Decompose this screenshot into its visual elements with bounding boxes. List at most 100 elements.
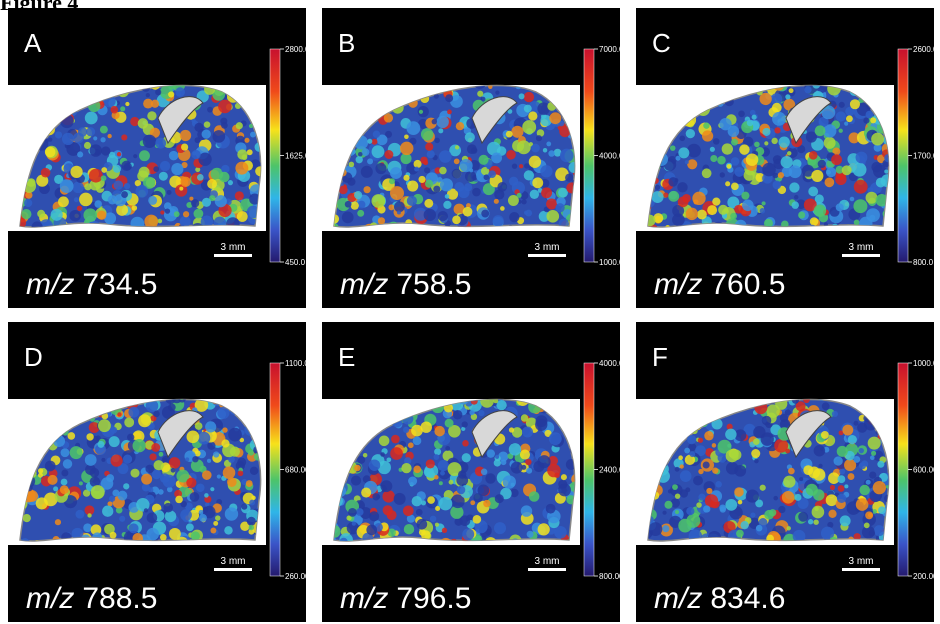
- heat-spot: [79, 192, 93, 207]
- colorbar-label: 1625.0: [285, 152, 310, 161]
- heat-spot: [401, 462, 412, 474]
- heat-spot: [540, 115, 552, 127]
- heat-spot: [749, 109, 756, 116]
- heat-spot: [170, 467, 176, 473]
- heat-spot: [719, 504, 727, 512]
- heat-spot: [679, 464, 684, 469]
- heat-spot: [429, 515, 437, 523]
- heat-spot: [677, 182, 688, 193]
- heat-spot: [168, 403, 176, 412]
- heat-spot: [415, 508, 423, 516]
- heat-spot: [235, 122, 243, 130]
- heat-spot: [520, 505, 533, 517]
- heat-spot: [35, 497, 48, 510]
- heat-spot: [60, 478, 68, 486]
- heat-spot: [440, 470, 445, 476]
- heat-spot: [493, 522, 507, 535]
- heat-spot: [816, 85, 828, 93]
- heat-spot: [151, 469, 162, 480]
- heat-spot: [872, 481, 887, 495]
- heat-spot: [215, 515, 221, 521]
- heat-spot: [875, 194, 889, 207]
- heat-spot: [255, 166, 261, 177]
- heat-spot: [455, 121, 465, 131]
- heat-spot: [651, 191, 664, 204]
- heat-spot: [477, 484, 490, 497]
- heat-spot: [168, 457, 181, 469]
- heat-spot: [648, 522, 663, 536]
- heat-spot: [871, 161, 882, 173]
- heat-spot: [132, 439, 146, 453]
- heat-spot: [246, 149, 253, 156]
- heat-spot: [764, 141, 769, 146]
- heat-spot: [145, 93, 150, 98]
- heat-spot: [180, 509, 192, 521]
- heat-spot: [158, 451, 164, 457]
- heat-spot: [98, 419, 111, 433]
- heat-spot: [189, 196, 194, 201]
- heat-spot: [210, 487, 215, 492]
- heat-spot: [384, 150, 394, 159]
- heat-spot: [434, 167, 442, 174]
- heat-spot: [755, 499, 764, 508]
- heat-spot: [472, 514, 482, 524]
- heat-spot: [37, 468, 44, 474]
- heat-spot: [77, 127, 88, 137]
- panel: Fm/z 834.6 3 mm 1000.0 600.00 200.00: [636, 322, 934, 622]
- heat-spot: [828, 472, 840, 485]
- heat-spot: [191, 149, 201, 160]
- scale-bar: [842, 568, 880, 571]
- heat-spot: [803, 198, 817, 212]
- heat-spot: [679, 489, 689, 498]
- heat-spot: [675, 155, 681, 161]
- heat-spot: [703, 122, 710, 129]
- heat-spot: [425, 459, 435, 469]
- heat-spot: [127, 433, 135, 441]
- heat-spot: [194, 399, 209, 412]
- heat-spot: [115, 506, 123, 514]
- heat-spot: [375, 163, 387, 175]
- heat-spot: [346, 515, 352, 521]
- heat-spot: [158, 171, 168, 181]
- heat-spot: [818, 116, 829, 127]
- heat-spot: [146, 527, 160, 541]
- heat-spot: [526, 467, 533, 474]
- heat-spot: [128, 523, 139, 534]
- heat-spot: [112, 164, 122, 173]
- heat-spot: [224, 507, 239, 521]
- heat-spot: [165, 399, 176, 405]
- heat-spot: [48, 137, 53, 142]
- heat-spot: [221, 121, 228, 129]
- heat-spot: [216, 474, 221, 479]
- heat-spot: [712, 467, 719, 474]
- heat-spot: [334, 536, 337, 541]
- heat-spot: [202, 470, 212, 480]
- heat-spot: [387, 528, 396, 537]
- heat-spot: [779, 418, 791, 430]
- heat-spot: [100, 137, 106, 143]
- heat-spot: [50, 208, 63, 221]
- heat-spot: [858, 462, 867, 470]
- heat-spot: [519, 449, 531, 460]
- heat-spot: [201, 197, 212, 207]
- panel-letter: C: [652, 28, 671, 58]
- heat-spot: [210, 527, 217, 534]
- heat-spot: [727, 196, 740, 209]
- heat-spot: [464, 170, 477, 182]
- heat-spot: [696, 502, 702, 508]
- heat-spot: [194, 122, 204, 133]
- colorbar-label: 7000.0: [599, 45, 624, 54]
- heat-spot: [21, 209, 32, 220]
- heat-spot: [548, 150, 555, 157]
- heat-spot: [164, 208, 171, 214]
- heat-spot: [731, 138, 738, 146]
- heat-spot: [523, 104, 532, 113]
- heat-spot: [685, 207, 699, 221]
- heat-spot: [678, 455, 683, 461]
- heat-spot: [348, 508, 357, 517]
- heat-spot: [119, 515, 126, 522]
- heat-spot: [480, 399, 494, 408]
- heat-spot: [494, 189, 505, 200]
- heat-spot: [371, 145, 385, 159]
- heat-spot: [125, 101, 130, 107]
